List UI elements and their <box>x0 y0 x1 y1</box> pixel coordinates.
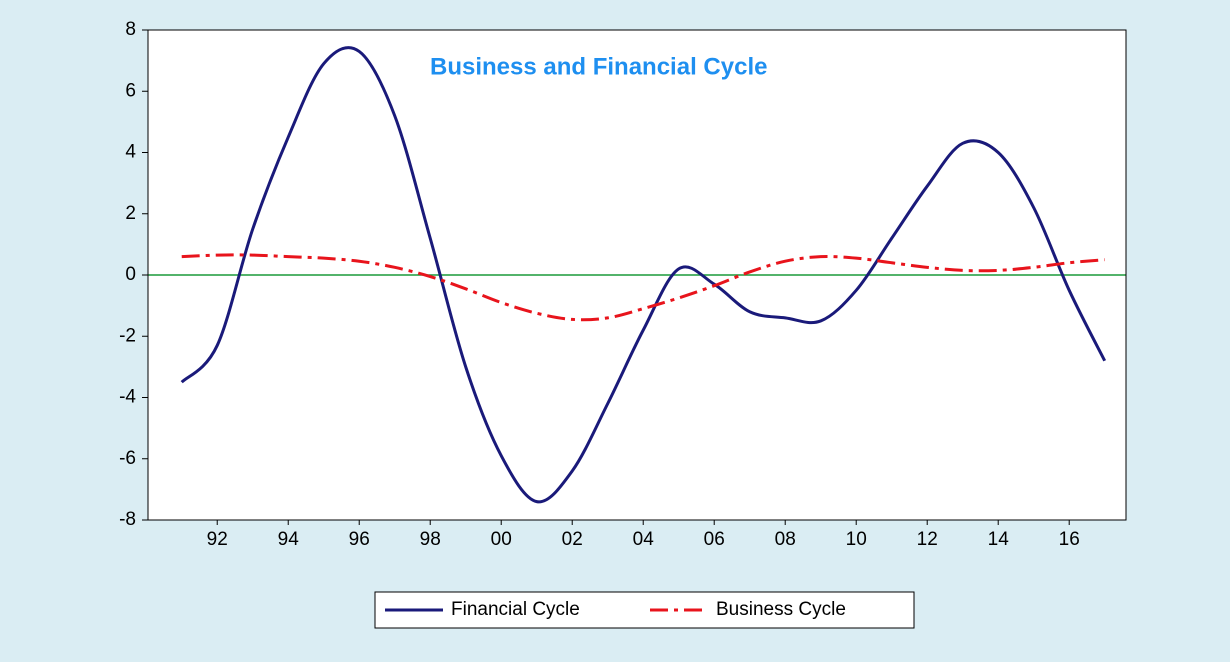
chart-title: Business and Financial Cycle <box>430 53 767 80</box>
y-tick-label: -6 <box>119 448 136 469</box>
legend-label: Financial Cycle <box>451 599 580 620</box>
plot-frame <box>147 29 1127 521</box>
legend-label: Business Cycle <box>716 599 846 620</box>
x-tick-label: 12 <box>917 529 938 550</box>
y-tick-label: -4 <box>119 387 136 408</box>
x-tick-label: 06 <box>704 529 725 550</box>
y-tick-label: -8 <box>119 509 136 530</box>
y-tick-label: 6 <box>125 80 136 101</box>
x-tick-label: 04 <box>633 529 655 550</box>
x-tick-label: 00 <box>491 529 512 550</box>
x-tick-label: 16 <box>1059 529 1080 550</box>
y-tick-label: 2 <box>125 203 136 224</box>
x-tick-label: 08 <box>775 529 796 550</box>
y-tick-label: -2 <box>119 325 136 346</box>
y-tick-label: 4 <box>125 142 136 163</box>
x-tick-label: 02 <box>562 529 583 550</box>
x-tick-label: 14 <box>988 529 1010 550</box>
legend <box>374 591 915 629</box>
x-tick-label: 92 <box>207 529 228 550</box>
series-line <box>180 46 1107 504</box>
y-tick-label: 8 <box>125 19 136 40</box>
x-tick-label: 10 <box>846 529 867 550</box>
y-tick-label: 0 <box>125 264 136 285</box>
series-line <box>181 253 1105 322</box>
x-tick-label: 98 <box>420 529 441 550</box>
x-tick-label: 94 <box>278 529 300 550</box>
x-tick-label: 96 <box>349 529 370 550</box>
